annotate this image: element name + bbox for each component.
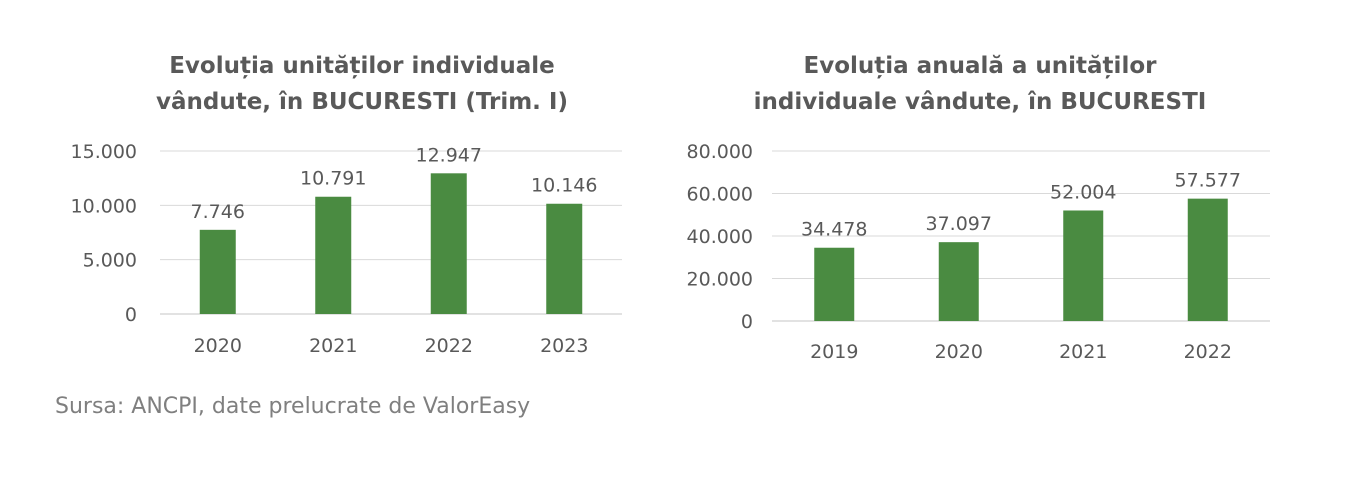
chart-1-data-label: 10.146 bbox=[531, 175, 597, 197]
chart-2-bar bbox=[938, 242, 979, 321]
chart-1-data-label: 10.791 bbox=[300, 168, 366, 190]
chart-1-bar bbox=[546, 203, 583, 314]
chart-1-y-tick-label: 5.000 bbox=[83, 250, 137, 272]
chart-1-x-category-label: 2023 bbox=[540, 335, 588, 357]
source-note: Sursa: ANCPI, date prelucrate de ValorEa… bbox=[55, 394, 531, 419]
chart-1-title-line-1: Evoluția unităților individuale bbox=[169, 53, 555, 79]
chart-1-x-category-label: 2020 bbox=[194, 335, 242, 357]
chart-2-data-label: 37.097 bbox=[926, 213, 992, 235]
chart-2-title: Evoluția anuală a unităților individuale… bbox=[720, 48, 1240, 120]
chart-2-y-tick-label: 60.000 bbox=[687, 184, 753, 206]
chart-2-y-tick-label: 20.000 bbox=[687, 269, 753, 291]
chart-1-x-category-label: 2022 bbox=[425, 335, 473, 357]
chart-1-y-tick-label: 0 bbox=[125, 304, 137, 326]
chart-2-x-category-label: 2020 bbox=[935, 341, 983, 363]
chart-2-y-tick-label: 0 bbox=[741, 311, 753, 333]
chart-2-x-category-label: 2019 bbox=[810, 341, 858, 363]
chart-2-data-label: 57.577 bbox=[1175, 170, 1241, 192]
chart-2-data-label: 34.478 bbox=[801, 219, 867, 241]
chart-1-y-tick-label: 15.000 bbox=[71, 141, 137, 163]
chart-2-title-line-2: individuale vândute, în BUCURESTI bbox=[753, 89, 1207, 115]
chart-2-title-line-1: Evoluția anuală a unităților bbox=[803, 53, 1157, 79]
chart-2-bar bbox=[1063, 210, 1104, 321]
chart-1-x-category-label: 2021 bbox=[309, 335, 357, 357]
chart-1-y-tick-label: 10.000 bbox=[71, 195, 137, 217]
chart-2-bar bbox=[814, 247, 855, 321]
chart-2-x-category-label: 2022 bbox=[1184, 341, 1232, 363]
chart-2-y-tick-label: 80.000 bbox=[687, 141, 753, 163]
chart-1-data-label: 7.746 bbox=[191, 201, 245, 223]
chart-2-data-label: 52.004 bbox=[1050, 181, 1116, 203]
chart-1-data-label: 12.947 bbox=[416, 144, 482, 166]
chart-2-y-tick-label: 40.000 bbox=[687, 226, 753, 248]
chart-1-title-line-2: vândute, în BUCURESTI (Trim. I) bbox=[155, 89, 568, 115]
chart-2-x-category-label: 2021 bbox=[1059, 341, 1107, 363]
chart-1-title: Evoluția unităților individuale vândute,… bbox=[112, 48, 612, 120]
chart-1-bar bbox=[199, 229, 236, 314]
chart-1-bar bbox=[430, 173, 467, 314]
chart-2-bar bbox=[1187, 198, 1228, 321]
chart-1-bar bbox=[315, 196, 352, 314]
